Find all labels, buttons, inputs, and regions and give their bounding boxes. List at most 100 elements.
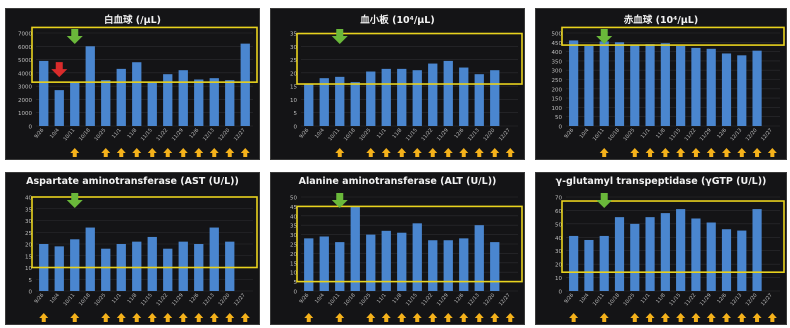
- yellow-up-arrow-icon: [147, 148, 157, 157]
- chart-ast: 0 5 10 15 20 25 30 35 40 9/26 10/4 10/11 10/18 10/25 1…: [25, 193, 258, 322]
- yellow-up-arrow-icon: [366, 313, 376, 322]
- bar: [54, 90, 64, 126]
- yellow-up-arrow-icon: [645, 313, 655, 322]
- y-tick-label: 10: [290, 98, 297, 104]
- bar: [721, 229, 732, 291]
- yellow-up-arrow-icon: [505, 148, 515, 157]
- x-tick-label: 9/26: [298, 292, 310, 304]
- x-tick-label: 9/26: [563, 292, 575, 304]
- x-tick-label: 12/27: [760, 127, 774, 142]
- x-tick-label: 9/26: [298, 127, 310, 139]
- yellow-up-arrow-icon: [163, 313, 173, 322]
- yellow-up-arrow-icon: [691, 313, 701, 322]
- x-tick-label: 12/27: [233, 292, 247, 307]
- x-tick-label: 12/27: [233, 127, 247, 142]
- x-tick-label: 10/25: [622, 127, 636, 142]
- bar: [691, 218, 701, 291]
- x-tick-label: 9/26: [33, 127, 45, 139]
- bar: [39, 60, 49, 126]
- x-tick-label: 12/6: [453, 292, 465, 304]
- yellow-up-arrow-icon: [101, 313, 111, 322]
- x-tick-label: 10/4: [314, 292, 326, 304]
- x-tick-label: 10/25: [358, 127, 372, 142]
- x-tick-label: 10/18: [343, 127, 357, 142]
- y-tick-label: 450: [552, 41, 563, 47]
- bar: [54, 246, 64, 291]
- bar: [443, 240, 453, 291]
- bar: [630, 45, 640, 127]
- bar: [584, 46, 594, 126]
- x-tick-label: 12/20: [482, 292, 496, 307]
- bar: [70, 82, 80, 126]
- y-tick-label: 15: [290, 85, 297, 91]
- x-tick-label: 12/13: [729, 292, 743, 307]
- x-tick-label: 11/15: [140, 292, 154, 307]
- yellow-up-arrow-icon: [459, 313, 469, 322]
- x-tick-label: 10/18: [78, 292, 92, 307]
- x-tick-label: 12/6: [188, 127, 200, 139]
- normal-range-box: [31, 196, 258, 269]
- yellow-up-arrow-icon: [490, 148, 500, 157]
- yellow-up-arrow-icon: [660, 313, 670, 322]
- yellow-up-arrow-icon: [569, 313, 579, 322]
- green-down-arrow-icon: [66, 193, 83, 208]
- bar: [660, 213, 670, 291]
- x-tick-label: 10/11: [327, 127, 341, 142]
- bar: [304, 83, 314, 126]
- x-tick-label: 12/6: [453, 127, 465, 139]
- x-tick-label: 10/11: [327, 292, 341, 307]
- y-tick-label: 25: [290, 243, 297, 249]
- y-tick-label: 500: [552, 32, 563, 38]
- x-tick-label: 12/6: [716, 127, 728, 139]
- x-tick-label: 12/20: [217, 292, 231, 307]
- yellow-up-arrow-icon: [722, 313, 731, 322]
- x-tick-label: 11/15: [405, 127, 419, 142]
- y-tick-label: 45: [290, 205, 297, 211]
- x-tick-label: 10/11: [62, 127, 76, 142]
- bar: [381, 230, 391, 291]
- yellow-up-arrow-icon: [70, 148, 80, 157]
- bar: [630, 223, 640, 291]
- bar: [691, 47, 701, 126]
- yellow-up-arrow-icon: [101, 148, 111, 157]
- y-tick-label: 5: [294, 111, 298, 117]
- x-tick-label: 11/8: [655, 127, 667, 139]
- normal-range-box: [561, 26, 785, 46]
- chart-alt: 0 5 10 15 20 25 30 35 40 45 50 9/26 10/4 10/11 10/18 10…: [290, 193, 523, 322]
- x-tick-label: 11/22: [684, 127, 698, 142]
- y-tick-label: 1000: [18, 111, 32, 117]
- chart-panel-platelets: 血小板 (10⁴/μL) 0 5 10 15 20 25 30 35 9/26 10/4 10/11…: [270, 8, 525, 160]
- bar: [599, 41, 609, 127]
- y-tick-label: 60: [555, 209, 562, 215]
- y-tick-label: 150: [552, 97, 563, 103]
- x-tick-label: 11/8: [126, 292, 138, 304]
- x-tick-label: 10/4: [314, 127, 326, 139]
- bar: [752, 50, 762, 126]
- x-tick-label: 11/15: [668, 127, 682, 142]
- yellow-up-arrow-icon: [335, 148, 345, 157]
- x-tick-label: 11/1: [111, 292, 123, 304]
- x-tick-label: 10/4: [49, 127, 61, 139]
- bar: [645, 44, 655, 126]
- x-tick-label: 11/8: [126, 127, 138, 139]
- x-tick-label: 12/20: [217, 127, 231, 142]
- yellow-up-arrow-icon: [397, 148, 407, 157]
- x-tick-label: 11/15: [140, 127, 154, 142]
- bar: [85, 227, 95, 291]
- bar: [209, 227, 219, 291]
- x-tick-label: 9/26: [33, 292, 45, 304]
- x-tick-label: 11/1: [111, 127, 123, 139]
- yellow-up-arrow-icon: [209, 313, 219, 322]
- green-down-arrow-icon: [331, 193, 348, 208]
- bar: [474, 225, 484, 291]
- x-tick-label: 11/8: [391, 292, 403, 304]
- x-tick-label: 11/22: [155, 292, 169, 307]
- yellow-up-arrow-icon: [240, 148, 250, 157]
- yellow-up-arrow-icon: [505, 313, 515, 322]
- yellow-up-arrow-icon: [132, 148, 142, 157]
- x-tick-label: 11/22: [420, 127, 434, 142]
- x-tick-label: 10/4: [579, 127, 591, 139]
- y-tick-label: 0: [29, 290, 33, 296]
- chart-title-alt: Alanine aminotransferase (ALT (U/L)): [298, 176, 497, 187]
- x-tick-label: 11/22: [684, 292, 698, 307]
